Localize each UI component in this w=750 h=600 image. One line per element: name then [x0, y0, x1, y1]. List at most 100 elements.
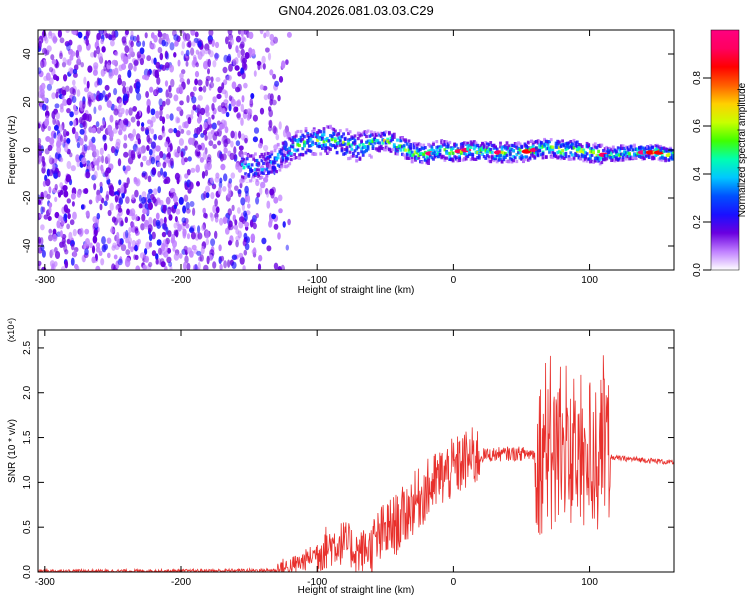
- spectrogram-cell: [311, 142, 314, 146]
- spectrogram-cell: [214, 230, 218, 239]
- spectrogram-cell: [70, 243, 75, 251]
- spectrogram-cell: [89, 242, 93, 249]
- spectrogram-cell: [531, 144, 535, 148]
- spectrogram-cell: [259, 84, 264, 90]
- spectrogram-cell: [338, 135, 342, 139]
- spectrogram-cell: [56, 231, 62, 237]
- spectrogram-cell: [484, 148, 488, 152]
- spectrogram-cell: [149, 44, 154, 49]
- spectrogram-cell: [311, 134, 314, 138]
- spectrogram-cell: [235, 35, 242, 43]
- spectrogram-cell: [95, 121, 100, 128]
- spectrogram-cell: [157, 186, 161, 194]
- spectrogram-cell: [392, 135, 396, 139]
- spectrogram-cell: [272, 125, 277, 134]
- spectrogram-cell: [373, 137, 377, 141]
- spectrogram-cell: [345, 148, 349, 152]
- spectrogram-cell: [261, 237, 267, 245]
- spectrogram-cell: [164, 80, 169, 87]
- spectrogram-cell: [288, 137, 292, 141]
- spectrogram-cell: [268, 170, 272, 174]
- spectrogram-cell: [356, 131, 360, 135]
- spectrogram-cell: [608, 156, 612, 160]
- spectrogram-cell: [67, 58, 72, 66]
- spectrogram-cell: [388, 148, 391, 152]
- spectrogram-cell: [263, 32, 267, 39]
- spectrogram-cell: [598, 155, 602, 159]
- spectrogram-cell: [618, 153, 622, 157]
- spectrogram-cell: [250, 93, 255, 99]
- spectrogram-cell: [92, 157, 98, 166]
- spectrogram-cell: [664, 147, 667, 151]
- spectrogram-cell: [530, 146, 533, 150]
- spectrogram-cell: [205, 75, 211, 82]
- spectrogram-cell: [145, 91, 150, 98]
- spectrogram-cell: [270, 150, 274, 154]
- spectrogram-cell: [520, 154, 524, 158]
- spectrogram-cell: [257, 172, 260, 176]
- spectrogram-cell: [348, 137, 352, 142]
- spectrogram-cell: [487, 149, 491, 153]
- spectrogram-cell: [85, 171, 91, 179]
- spectrogram-cell: [567, 157, 571, 161]
- spectrogram-cell: [240, 154, 244, 158]
- spectrogram-cell: [384, 148, 388, 152]
- spectrogram-cell: [641, 153, 645, 157]
- spectrogram-cell: [146, 98, 151, 108]
- spectrogram-cell: [296, 143, 300, 147]
- spectrogram-cell: [423, 146, 427, 150]
- spectrogram-cell: [239, 216, 245, 223]
- spectrogram-cell: [420, 152, 424, 156]
- spectrogram-cell: [438, 149, 442, 153]
- spectrogram-cell: [65, 208, 71, 214]
- spectrogram-cell: [670, 155, 674, 159]
- spectrogram-cell: [497, 158, 501, 162]
- spectrogram-cell: [98, 104, 102, 111]
- spectrogram-cell: [407, 156, 411, 160]
- spectrogram-cell: [121, 80, 127, 87]
- spectrogram-cell: [512, 144, 515, 148]
- spectrogram-cell: [166, 146, 171, 153]
- spectrogram-cell: [373, 131, 377, 135]
- spectrogram-cell: [128, 62, 133, 71]
- spectrogram-cell: [309, 137, 313, 141]
- spectrogram-cell: [207, 116, 212, 125]
- spectrogram-cell: [110, 39, 115, 47]
- spectrogram-cell: [280, 152, 283, 156]
- spectrogram-cell: [186, 95, 190, 103]
- spectrogram-cell: [214, 198, 218, 207]
- spectrogram-cell: [289, 153, 293, 158]
- spectrogram-cell: [472, 147, 476, 151]
- spectrogram-cell: [672, 157, 674, 161]
- spectrogram-cell: [347, 131, 350, 136]
- spectrogram-cell: [195, 62, 199, 68]
- spectrogram-cell: [407, 145, 411, 149]
- spectrogram-cell: [167, 230, 172, 238]
- spectrogram-cell: [531, 142, 535, 146]
- spectrogram-cell: [244, 151, 247, 156]
- spectrogram-cell: [541, 156, 545, 160]
- spectrogram-cell: [445, 156, 448, 160]
- spectrogram-cell: [110, 34, 116, 41]
- spectrogram-cell: [469, 140, 473, 144]
- spectrogram-cell: [273, 262, 279, 270]
- spectrogram-cell: [53, 261, 58, 267]
- spectrogram-cell: [260, 170, 264, 175]
- spectrogram-cell: [335, 144, 339, 148]
- spectrogram-cell: [445, 151, 448, 155]
- spectrogram-cell: [172, 240, 177, 248]
- spectrogram-cell: [197, 225, 201, 234]
- spectrogram-cell: [223, 99, 229, 105]
- spectrogram-cell: [559, 144, 563, 148]
- spectrogram-cell: [303, 135, 306, 139]
- spectrogram-cell: [522, 159, 525, 163]
- spectrogram-cell: [114, 51, 119, 57]
- spectrogram-cell: [672, 154, 674, 158]
- spectrogram-cell: [510, 160, 514, 164]
- spectrogram-cell: [244, 176, 247, 180]
- spectrogram-cell: [164, 61, 170, 69]
- spectrogram-cell: [535, 152, 538, 156]
- spectrogram-cell: [486, 153, 489, 158]
- spectrogram-cell: [41, 103, 47, 111]
- spectrogram-cell: [242, 157, 246, 162]
